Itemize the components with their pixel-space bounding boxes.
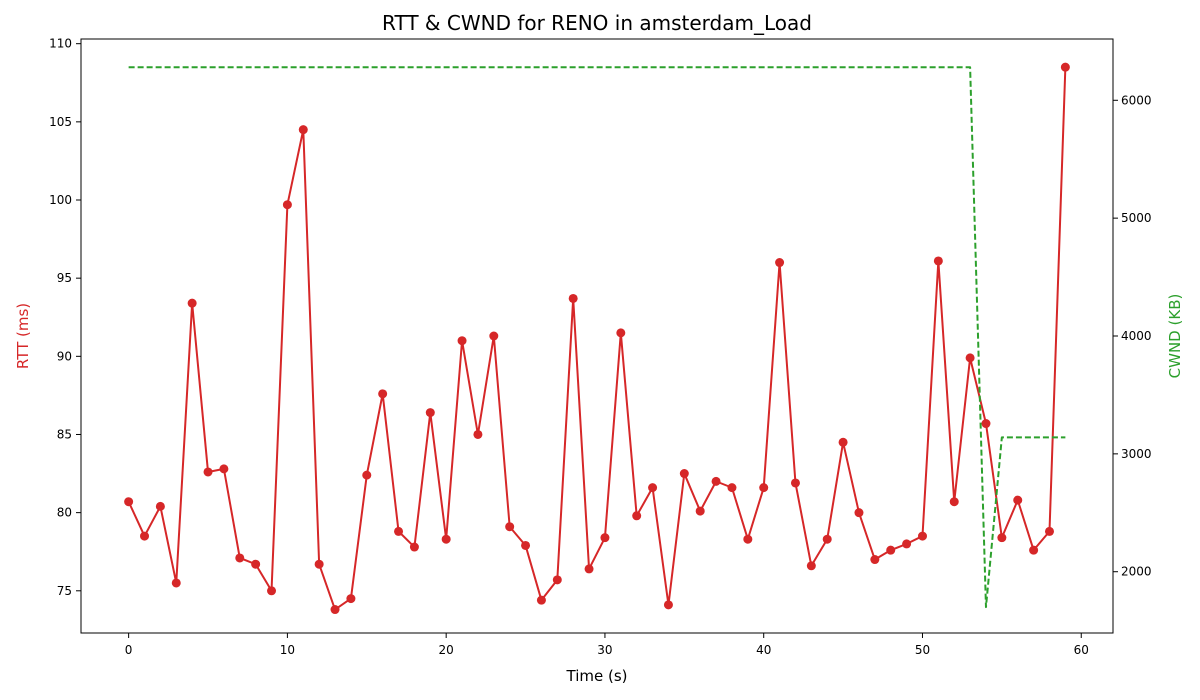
rtt-point — [124, 497, 134, 507]
rtt-point — [441, 534, 451, 544]
x-tick-label: 0 — [125, 643, 133, 657]
rtt-point — [378, 389, 388, 399]
left-y-axis-ticks: 75 80 85 90 95 100 105 110 — [49, 37, 81, 598]
rtt-point — [171, 578, 181, 588]
rtt-point — [886, 545, 896, 555]
rtt-point — [949, 497, 959, 507]
rtt-point — [409, 542, 419, 552]
left-y-tick-label: 105 — [49, 115, 72, 129]
rtt-point — [933, 256, 943, 266]
x-tick-label: 50 — [915, 643, 930, 657]
rtt-point — [1060, 62, 1070, 72]
rtt-point — [648, 483, 658, 493]
x-axis-ticks: 0 10 20 30 40 50 60 — [125, 633, 1089, 657]
rtt-point — [473, 429, 483, 439]
rtt-point — [1029, 545, 1039, 555]
rtt-point — [394, 526, 404, 536]
rtt-point — [521, 540, 531, 550]
x-tick-label: 30 — [597, 643, 612, 657]
rtt-point — [314, 559, 324, 569]
rtt-point — [187, 298, 197, 308]
rtt-point — [219, 464, 229, 474]
rtt-point — [775, 258, 785, 268]
x-tick-label: 10 — [280, 643, 295, 657]
x-axis-label: Time (s) — [566, 667, 628, 685]
rtt-point — [759, 483, 769, 493]
rtt-point — [616, 328, 626, 338]
rtt-point — [267, 586, 277, 596]
rtt-point — [251, 559, 261, 569]
rtt-point — [727, 483, 737, 493]
right-y-tick-label: 6000 — [1121, 93, 1152, 107]
rtt-point — [457, 336, 467, 346]
rtt-point — [822, 534, 832, 544]
rtt-point — [584, 564, 594, 574]
rtt-point — [600, 533, 610, 543]
rtt-point — [981, 419, 991, 429]
rtt-point — [632, 511, 642, 521]
rtt-point — [552, 575, 562, 585]
right-y-axis-ticks: 2000 3000 4000 5000 6000 — [1113, 93, 1152, 579]
rtt-point — [425, 408, 435, 418]
rtt-point — [346, 594, 356, 604]
right-y-tick-label: 4000 — [1121, 329, 1152, 343]
right-y-tick-label: 2000 — [1121, 565, 1152, 579]
right-y-axis-label: CWND (KB) — [1166, 294, 1184, 379]
rtt-point — [330, 605, 340, 615]
rtt-point — [695, 506, 705, 516]
rtt-point — [536, 595, 546, 605]
rtt-point — [203, 467, 213, 477]
cwnd-series-line — [128, 66, 1066, 609]
left-y-tick-label: 85 — [57, 427, 72, 441]
chart-title: RTT & CWND for RENO in amsterdam_Load — [382, 11, 812, 35]
rtt-point — [679, 469, 689, 479]
rtt-point — [917, 531, 927, 541]
rtt-point — [743, 534, 753, 544]
rtt-point — [1044, 526, 1054, 536]
rtt-point — [140, 531, 150, 541]
rtt-point — [282, 200, 292, 210]
rtt-point — [489, 331, 499, 341]
rtt-point — [1013, 495, 1023, 505]
left-y-tick-label: 75 — [57, 584, 72, 598]
left-y-tick-label: 90 — [57, 349, 72, 363]
rtt-point — [838, 437, 848, 447]
x-tick-label: 20 — [439, 643, 454, 657]
right-y-tick-label: 5000 — [1121, 211, 1152, 225]
rtt-point — [711, 476, 721, 486]
left-y-tick-label: 110 — [49, 37, 72, 51]
rtt-point — [362, 470, 372, 480]
rtt-point — [155, 501, 165, 511]
rtt-point — [854, 508, 864, 518]
rtt-point — [806, 561, 816, 571]
rtt-point — [790, 478, 800, 488]
left-y-tick-label: 95 — [57, 271, 72, 285]
x-tick-label: 60 — [1074, 643, 1089, 657]
plot-background — [81, 39, 1113, 633]
rtt-point — [568, 293, 578, 303]
rtt-point — [870, 555, 880, 565]
rtt-point — [997, 533, 1007, 543]
left-y-tick-label: 80 — [57, 506, 72, 520]
rtt-point — [505, 522, 515, 532]
series-markers — [124, 62, 1070, 615]
rtt-point — [902, 539, 912, 549]
rtt-point — [298, 125, 308, 135]
rtt-point — [663, 600, 673, 610]
rtt-point — [965, 353, 975, 363]
rtt-point — [235, 553, 245, 563]
right-y-tick-label: 3000 — [1121, 447, 1152, 461]
x-tick-label: 40 — [756, 643, 771, 657]
left-y-tick-label: 100 — [49, 193, 72, 207]
left-y-axis-label: RTT (ms) — [14, 303, 32, 369]
